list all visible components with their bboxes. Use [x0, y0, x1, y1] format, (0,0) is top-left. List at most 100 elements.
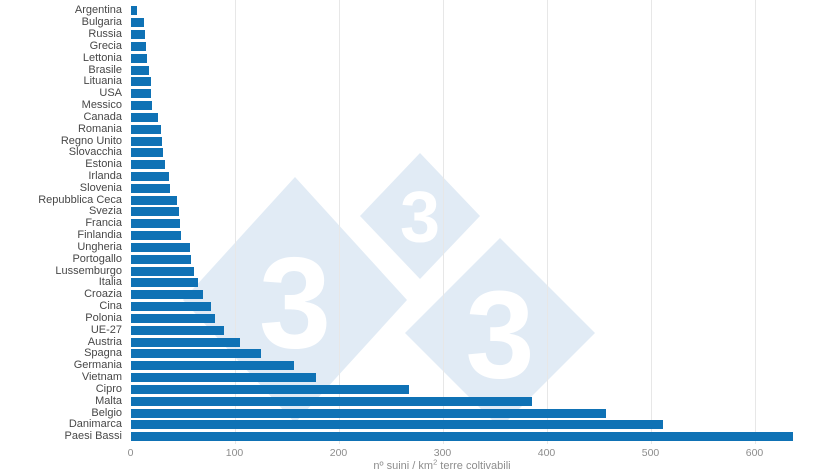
category-label: Italia	[98, 276, 122, 289]
bar	[130, 432, 793, 442]
bar	[130, 89, 152, 99]
bar	[130, 325, 225, 335]
bar	[130, 420, 663, 430]
category-label: Cipro	[95, 382, 122, 395]
bar-row: Argentina	[0, 5, 820, 17]
category-label: Lettonia	[82, 51, 122, 64]
category-label: Svezia	[88, 205, 122, 218]
bar-row: Estonia	[0, 159, 820, 171]
bar-row: Vietnam	[0, 372, 820, 384]
category-label: Malta	[95, 394, 122, 407]
category-label: Slovenia	[79, 181, 122, 194]
category-label: Danimarca	[68, 418, 122, 431]
category-label: Paesi Bassi	[64, 430, 122, 443]
category-label: Croazia	[84, 288, 122, 301]
bar	[130, 242, 190, 252]
category-label: Grecia	[89, 39, 122, 52]
bar	[130, 6, 137, 16]
bar-row: Russia	[0, 29, 820, 41]
bar-row: Lettonia	[0, 52, 820, 64]
bar-row: Malta	[0, 395, 820, 407]
bar-row: Canada	[0, 111, 820, 123]
category-label: Germania	[73, 359, 122, 372]
category-label: Argentina	[74, 4, 122, 17]
x-tick-label: 0	[127, 447, 134, 459]
bar	[130, 30, 146, 40]
bar-row: Slovenia	[0, 182, 820, 194]
bar	[130, 207, 180, 217]
gridline	[546, 0, 548, 444]
bar	[130, 124, 161, 134]
bar-row: Ungheria	[0, 241, 820, 254]
bar	[130, 160, 165, 170]
bar	[130, 77, 152, 87]
x-axis-title-suffix: terre coltivabili	[437, 460, 511, 472]
bar-row: Portogallo	[0, 253, 820, 265]
category-label: Romania	[77, 122, 122, 135]
bar-row: Bulgaria	[0, 17, 820, 29]
category-label: Polonia	[85, 311, 122, 324]
category-label: UE-27	[90, 323, 122, 336]
bar-row: Danimarca	[0, 419, 820, 431]
bar-row: Messico	[0, 100, 820, 112]
watermark-digit: 3	[465, 266, 535, 405]
bar	[130, 195, 178, 205]
bar	[130, 231, 182, 241]
category-label: Messico	[81, 99, 122, 112]
bar	[130, 172, 169, 181]
category-label: Repubblica Ceca	[38, 193, 122, 206]
bar	[130, 408, 606, 418]
bar-rows: Argentina Bulgaria Russia Grecia Lettonia Bra…	[0, 5, 820, 443]
bar-row: Germania	[0, 360, 820, 372]
category-label: Regno Unito	[60, 134, 122, 147]
bar	[130, 112, 158, 122]
category-label: Russia	[88, 28, 122, 41]
x-axis: 0 100 200 300 400 500 600	[0, 448, 820, 462]
bar	[130, 148, 163, 158]
bar-row: Cina	[0, 301, 820, 313]
bar-row: Austria	[0, 336, 820, 348]
x-tick-label: 600	[745, 447, 764, 459]
category-label: Brasile	[88, 63, 122, 76]
bar-row: Svezia	[0, 206, 820, 218]
bar	[130, 349, 261, 359]
gridline	[754, 0, 756, 444]
gridline	[338, 0, 340, 444]
bar-row: Regno Unito	[0, 135, 820, 147]
category-label: Slovacchia	[68, 146, 122, 159]
bar	[130, 41, 147, 51]
x-axis-title-superscript: 2	[433, 457, 438, 467]
bar-row: Slovacchia	[0, 147, 820, 159]
category-label: Vietnam	[81, 371, 122, 384]
category-label: Francia	[85, 217, 122, 230]
x-tick-label: 500	[641, 447, 660, 459]
bar	[130, 337, 240, 347]
category-label: Irlanda	[88, 170, 122, 182]
bar	[130, 361, 294, 371]
gridline	[234, 0, 236, 444]
bar-row: Francia	[0, 218, 820, 230]
bar-row: Croazia	[0, 289, 820, 301]
category-label: Lussemburgo	[55, 264, 122, 277]
category-label: Bulgaria	[81, 16, 122, 29]
bar-row: Italia	[0, 277, 820, 289]
bar	[130, 136, 162, 146]
watermark-digit: 3	[258, 229, 332, 376]
category-label: Estonia	[85, 158, 122, 171]
gridline	[442, 0, 444, 444]
bar	[130, 254, 191, 264]
category-label: Portogallo	[72, 252, 122, 265]
bar-row: Spagna	[0, 348, 820, 360]
x-axis-title-prefix: nº suini / km	[373, 460, 434, 472]
bar	[130, 18, 145, 28]
bar	[130, 302, 211, 312]
bar	[130, 266, 194, 276]
category-label: Spagna	[84, 347, 122, 360]
bar-row: UE-27	[0, 324, 820, 336]
category-label: Austria	[87, 335, 122, 348]
bar-row: Cipro	[0, 382, 820, 396]
bar	[130, 290, 204, 300]
bar	[130, 65, 150, 75]
bar	[130, 219, 181, 229]
